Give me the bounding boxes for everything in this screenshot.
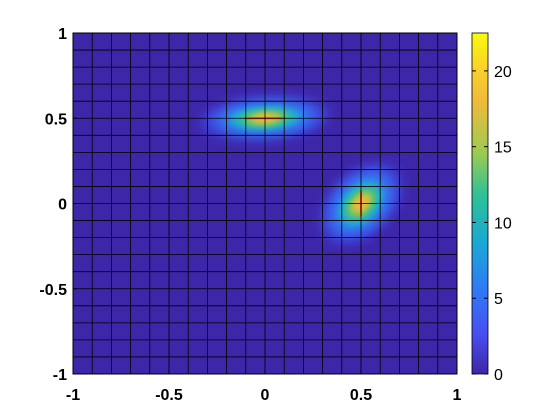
x-tick-label: -0.5: [155, 387, 183, 404]
colorbar: 0 5 10 15 20: [471, 32, 512, 384]
colorbar-tick-label: 10: [494, 215, 512, 232]
x-tick-label: 0.5: [350, 387, 372, 404]
x-tick-label: 1: [453, 387, 462, 404]
colorbar-gradient: [471, 32, 489, 375]
y-tick-label: 0: [58, 197, 67, 214]
y-tick-label: 1: [58, 26, 67, 43]
x-axis: -1 -0.5 0 0.5 1: [66, 370, 462, 404]
colorbar-tick-label: 20: [494, 64, 512, 81]
y-tick-label: -1: [53, 367, 67, 384]
x-tick-label: -1: [66, 387, 80, 404]
x-tick-label: 0: [261, 387, 270, 404]
plot-area: [72, 32, 458, 375]
y-tick-label: -0.5: [39, 282, 67, 299]
colorbar-tick-label: 15: [494, 140, 512, 157]
colorbar-tick-label: 0: [494, 367, 503, 384]
y-tick-label: 0.5: [45, 111, 67, 128]
grid-lines: [73, 33, 457, 374]
colorbar-ticks: 0 5 10 15 20: [472, 64, 512, 384]
colorbar-tick-label: 5: [494, 291, 503, 308]
y-axis: -1 -0.5 0 0.5 1: [39, 26, 77, 384]
